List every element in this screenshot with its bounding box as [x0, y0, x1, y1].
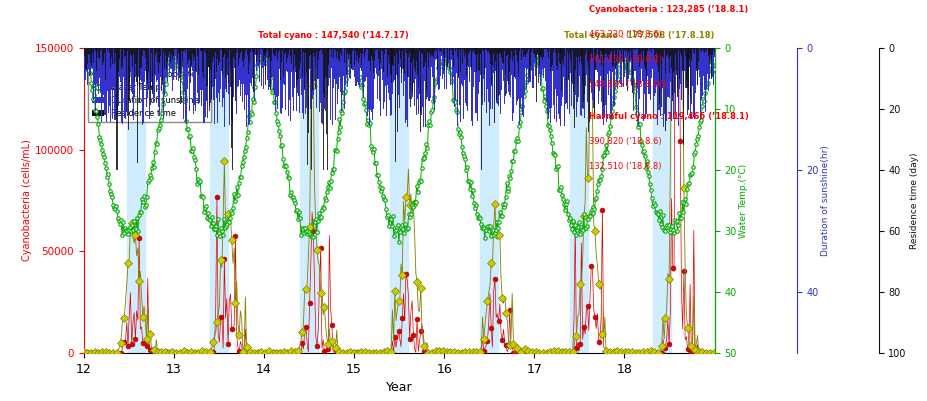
Harmful cyanobacteria — [644, 350, 655, 355]
Total cyanobacteria — [470, 350, 481, 355]
Total cyanobacteria — [193, 350, 204, 355]
Y-axis label: Water Temp.(°C): Water Temp.(°C) — [739, 163, 748, 238]
Text: 148,885 (’18.8.16): 148,885 (’18.8.16) — [589, 80, 667, 89]
Text: 390,820 (’18.8.6): 390,820 (’18.8.6) — [589, 138, 661, 146]
Legend: Total cyanobacteria, Harmful cyanobacteria, Water Temp., Duration of sunshine, R: Total cyanobacteria, Harmful cyanobacter… — [87, 52, 211, 122]
Harmful cyanobacteria — [451, 350, 463, 355]
Text: Harmful cyano : 119,465 (’18.8.1): Harmful cyano : 119,465 (’18.8.1) — [589, 113, 748, 122]
X-axis label: Year: Year — [386, 381, 412, 394]
Harmful cyanobacteria — [522, 350, 533, 355]
Text: 132,510 (’18.8.8): 132,510 (’18.8.8) — [589, 162, 661, 171]
Text: Cyanobacteria : 123,285 (’18.8.1): Cyanobacteria : 123,285 (’18.8.1) — [589, 5, 748, 14]
Y-axis label: Cyanobacteria (cells/mL): Cyanobacteria (cells/mL) — [21, 140, 32, 261]
Text: Total cyano : 147,540 (’14.7.17): Total cyano : 147,540 (’14.7.17) — [258, 31, 409, 40]
Harmful cyanobacteria — [197, 350, 208, 355]
Total cyanobacteria — [518, 346, 529, 351]
Harmful cyanobacteria — [474, 350, 485, 355]
Line: Total cyanobacteria: Total cyanobacteria — [81, 0, 716, 356]
Harmful cyanobacteria — [93, 350, 104, 355]
Harmful cyanobacteria — [615, 350, 626, 355]
Y-axis label: Residence time (day): Residence time (day) — [908, 152, 918, 249]
Line: Harmful cyanobacteria: Harmful cyanobacteria — [81, 0, 716, 355]
Text: Total cyano : 177,508 (’17.8.18): Total cyano : 177,508 (’17.8.18) — [564, 31, 714, 40]
Total cyanobacteria — [615, 350, 626, 354]
Y-axis label: Duration of sunshine(hr): Duration of sunshine(hr) — [820, 145, 830, 256]
Harmful cyanobacteria — [78, 350, 89, 355]
Text: 463,220 (’18.8.6): 463,220 (’18.8.6) — [589, 30, 661, 39]
Total cyanobacteria — [644, 349, 655, 354]
Text: 161,350 (’18.8.8): 161,350 (’18.8.8) — [589, 55, 661, 64]
Total cyanobacteria — [533, 350, 544, 355]
Harmful cyanobacteria — [707, 350, 718, 355]
Total cyanobacteria — [448, 350, 459, 354]
Total cyanobacteria — [707, 350, 718, 355]
Total cyanobacteria — [78, 349, 89, 354]
